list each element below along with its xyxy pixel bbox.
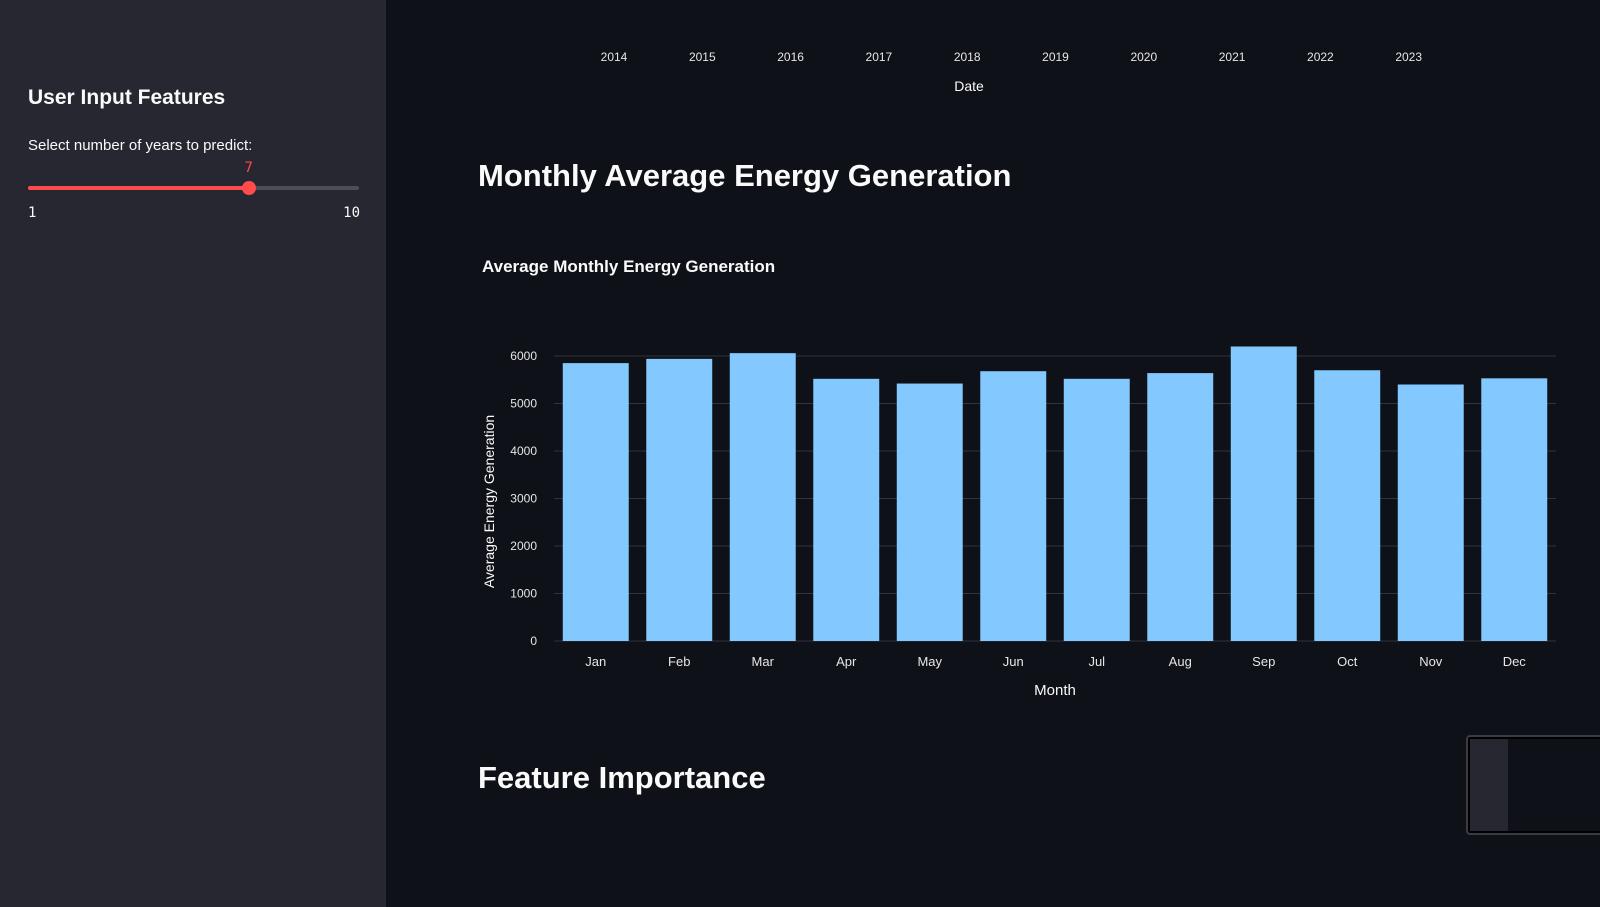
x-tick-label: Oct (1337, 654, 1358, 669)
date-axis-ticks: 2014 2015 2016 2017 2018 2019 2020 2021 2022 2023 (386, 50, 1600, 70)
screenshot-thumbnail[interactable] (1466, 735, 1600, 835)
bar[interactable] (1063, 378, 1130, 641)
sidebar: User Input Features Select number of yea… (0, 0, 386, 907)
bar[interactable] (1314, 370, 1381, 641)
x-tick-label: Apr (836, 654, 857, 669)
thumbnail-sidebar (1470, 739, 1508, 831)
bar[interactable] (562, 363, 629, 641)
x-tick-label: Nov (1419, 654, 1443, 669)
main-content: 2014 2015 2016 2017 2018 2019 2020 2021 2022 2023… (386, 0, 1600, 907)
y-axis-title: Average Energy Generation (481, 415, 497, 588)
bar[interactable] (1147, 373, 1214, 641)
slider-value: 7 (244, 160, 253, 176)
date-tick: 2022 (1307, 50, 1334, 64)
bar[interactable] (980, 371, 1047, 641)
slider-fill (28, 186, 249, 190)
date-tick: 2021 (1218, 50, 1246, 64)
x-axis-title: Month (1034, 682, 1076, 699)
bar[interactable] (1481, 378, 1548, 641)
bar[interactable] (646, 358, 713, 641)
date-tick: 2014 (600, 50, 628, 64)
y-tick-label: 2000 (510, 539, 537, 553)
y-tick-label: 4000 (510, 444, 537, 458)
slider-min-label: 1 (28, 205, 37, 221)
x-tick-label: Sep (1252, 654, 1275, 669)
sidebar-title: User Input Features (28, 86, 226, 109)
thumbnail-main (1508, 739, 1600, 831)
monthly-section-title: Monthly Average Energy Generation (478, 158, 1012, 193)
feature-section-title: Feature Importance (478, 760, 766, 795)
date-tick: 2015 (688, 50, 716, 64)
date-tick: 2020 (1130, 50, 1158, 64)
date-axis-title: Date (954, 78, 984, 94)
y-tick-label: 0 (530, 634, 537, 648)
y-tick-label: 6000 (510, 349, 537, 363)
chart-title: Average Monthly Energy Generation (482, 257, 776, 276)
date-tick: 2017 (865, 50, 893, 64)
date-tick: 2016 (777, 50, 804, 64)
x-tick-label: Jan (585, 654, 606, 669)
x-tick-label: Jun (1003, 654, 1024, 669)
years-slider[interactable] (28, 181, 359, 195)
x-tick-label: Mar (752, 654, 775, 669)
date-tick: 2023 (1395, 50, 1423, 64)
monthly-bar-chart[interactable]: 0 1000 2000 3000 4000 5000 6000 Jan Feb Mar Apr May… (386, 0, 1600, 720)
slider-thumb[interactable] (241, 181, 256, 195)
bar[interactable] (1397, 384, 1464, 642)
bar[interactable] (729, 353, 796, 641)
date-tick: 2018 (953, 50, 981, 64)
x-tick-label: Dec (1503, 654, 1527, 669)
y-tick-label: 3000 (510, 492, 537, 506)
bar[interactable] (896, 383, 963, 641)
y-tick-label: 5000 (510, 397, 537, 411)
x-tick-label: May (917, 654, 942, 669)
x-tick-label: Jul (1088, 654, 1105, 669)
bar[interactable] (1230, 346, 1297, 642)
slider-label: Select number of years to predict: (28, 137, 253, 154)
date-tick: 2019 (1042, 50, 1069, 64)
y-tick-label: 1000 (510, 587, 537, 601)
x-tick-label: Feb (668, 654, 690, 669)
slider-max-label: 10 (343, 205, 360, 221)
x-tick-label: Aug (1169, 654, 1192, 669)
bar[interactable] (813, 378, 880, 641)
